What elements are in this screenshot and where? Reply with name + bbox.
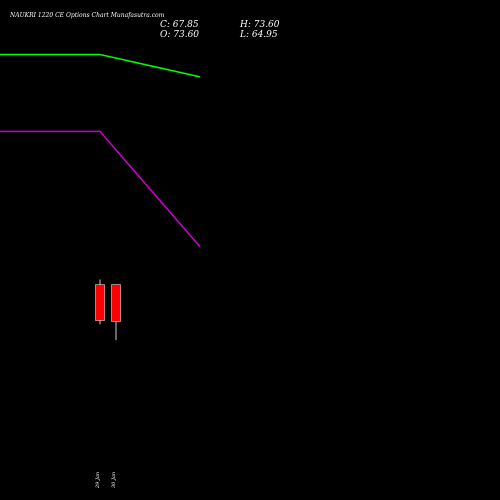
candle-layer bbox=[95, 279, 121, 341]
close-value: C: 67.85 bbox=[160, 20, 199, 30]
x-tick-label: 29 Jan bbox=[95, 472, 101, 489]
high-value: H: 73.60 bbox=[239, 20, 280, 30]
series-layer bbox=[0, 53, 201, 248]
series-line-1 bbox=[0, 53, 201, 78]
candle-1 bbox=[95, 279, 105, 325]
chart-title: NAUKRI 1220 CE Options Chart Munafasutra… bbox=[9, 12, 165, 19]
candle-2 bbox=[111, 284, 121, 341]
low-value: L: 64.95 bbox=[239, 30, 278, 40]
series-line-2 bbox=[0, 130, 201, 248]
open-value: O: 73.60 bbox=[160, 30, 199, 40]
candle-body bbox=[95, 284, 105, 321]
x-axis-ticks: 29 Jan 30 Jan bbox=[95, 472, 117, 489]
x-tick-label: 30 Jan bbox=[111, 472, 117, 488]
candle-body bbox=[111, 284, 121, 322]
